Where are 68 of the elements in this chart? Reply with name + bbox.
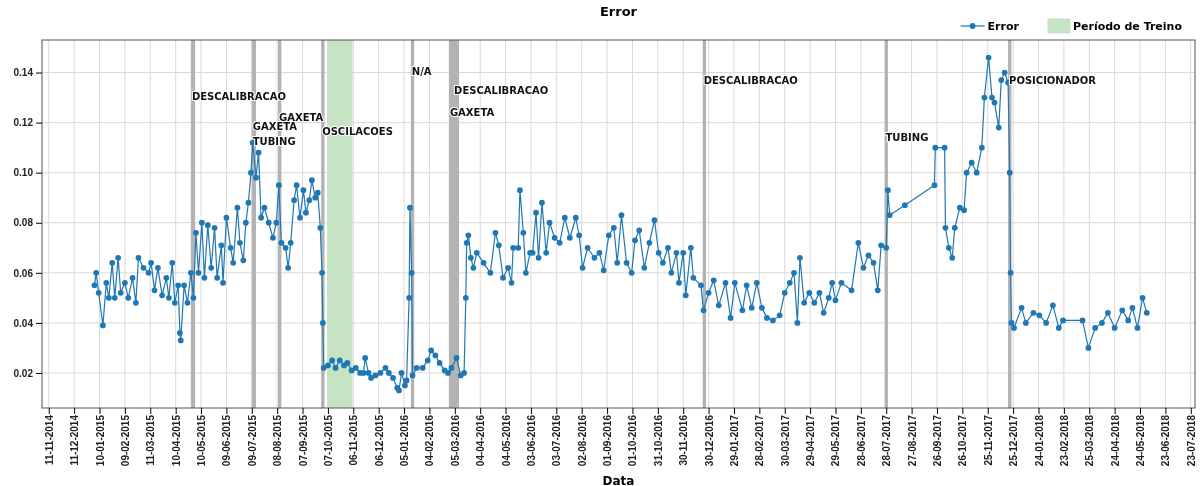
x-tick-label: 03-07-2016	[551, 414, 563, 467]
x-tick-label: 11-11-2014	[43, 414, 55, 466]
x-tick-label: 11-12-2014	[69, 414, 81, 466]
x-tick-label: 25-11-2017	[982, 414, 994, 466]
x-tick-label: 24-04-2018	[1109, 414, 1121, 467]
y-tick-label: 0.14	[13, 67, 34, 79]
x-tick-label: 10-05-2015	[196, 414, 208, 467]
x-tick-label: 26-09-2017	[931, 414, 943, 467]
x-tick-label: 28-02-2017	[754, 414, 766, 467]
annotation: GAXETA	[449, 107, 495, 119]
x-tick-label: 07-09-2015	[297, 414, 309, 467]
x-tick-label: 09-02-2015	[119, 414, 131, 467]
x-tick-label: 31-10-2016	[652, 414, 664, 467]
annotation: GAXETA	[252, 121, 298, 133]
x-tick-label: 01-09-2016	[602, 414, 614, 467]
x-tick-label: 02-08-2016	[576, 414, 588, 467]
annotation: TUBING	[885, 132, 929, 144]
x-tick-label: 09-07-2015	[246, 414, 258, 467]
y-tick-label: 0.02	[13, 367, 34, 379]
x-tick-label: 23-02-2018	[1058, 414, 1070, 467]
y-tick-label: 0.06	[13, 267, 34, 279]
x-tick-label: 10-04-2015	[170, 414, 182, 467]
annotation: DESCALIBRACAO	[703, 74, 798, 86]
x-tick-label: 07-10-2015	[322, 414, 334, 467]
chart-title: Error	[599, 4, 638, 19]
x-tick-label: 28-07-2017	[881, 414, 893, 467]
x-tick-label: 25-12-2017	[1008, 414, 1020, 467]
x-tick-label: 23-06-2018	[1160, 414, 1172, 467]
x-tick-label: 06-12-2015	[373, 414, 385, 467]
x-tick-label: 29-01-2017	[728, 414, 740, 467]
x-tick-label: 04-02-2016	[424, 414, 436, 467]
y-tick-label: 0.04	[13, 317, 34, 329]
annotation: N/A	[411, 66, 432, 78]
x-tick-label: 10-01-2015	[94, 414, 106, 467]
x-tick-label: 04-05-2016	[500, 414, 512, 467]
x-tick-label: 23-07-2018	[1185, 414, 1197, 467]
x-tick-label: 06-11-2015	[348, 414, 360, 466]
legend-label: Error	[987, 19, 1020, 33]
x-tick-label: 28-06-2017	[855, 414, 867, 467]
y-tick-label: 0.10	[13, 167, 34, 179]
x-tick-label: 04-04-2016	[475, 414, 487, 467]
x-tick-label: 05-03-2016	[449, 414, 461, 467]
annotation: DESCALIBRACAO	[454, 84, 549, 96]
x-tick-label: 09-06-2015	[221, 414, 233, 467]
x-tick-label: 11-03-2015	[145, 414, 157, 466]
x-tick-label: 25-03-2018	[1084, 414, 1096, 467]
x-axis-title: Data	[602, 474, 635, 486]
x-tick-label: 26-10-2017	[957, 414, 969, 467]
x-tick-label: 01-10-2016	[627, 414, 639, 467]
x-tick-label: 29-04-2017	[805, 414, 817, 467]
x-tick-label: 03-06-2016	[525, 414, 537, 467]
x-tick-label: 30-12-2016	[703, 414, 715, 467]
y-tick-label: 0.08	[13, 217, 34, 229]
x-tick-label: 24-05-2018	[1135, 414, 1147, 467]
annotation: OSCILACOES	[322, 126, 393, 138]
x-tick-label: 30-11-2016	[678, 414, 690, 466]
annotation: TUBING	[252, 136, 296, 148]
y-tick-label: 0.12	[13, 117, 34, 129]
x-tick-label: 29-05-2017	[830, 414, 842, 467]
annotation: POSICIONADOR	[1009, 74, 1097, 86]
x-tick-label: 08-08-2015	[272, 414, 284, 467]
x-tick-label: 24-01-2018	[1033, 414, 1045, 467]
x-tick-label: 27-08-2017	[906, 414, 918, 467]
legend-label: Período de Treino	[1072, 19, 1183, 33]
annotation: GAXETA	[279, 112, 324, 124]
x-tick-label: 30-03-2017	[779, 414, 791, 467]
annotation: DESCALIBRACAO	[191, 91, 287, 103]
x-tick-label: 05-01-2016	[399, 414, 411, 467]
